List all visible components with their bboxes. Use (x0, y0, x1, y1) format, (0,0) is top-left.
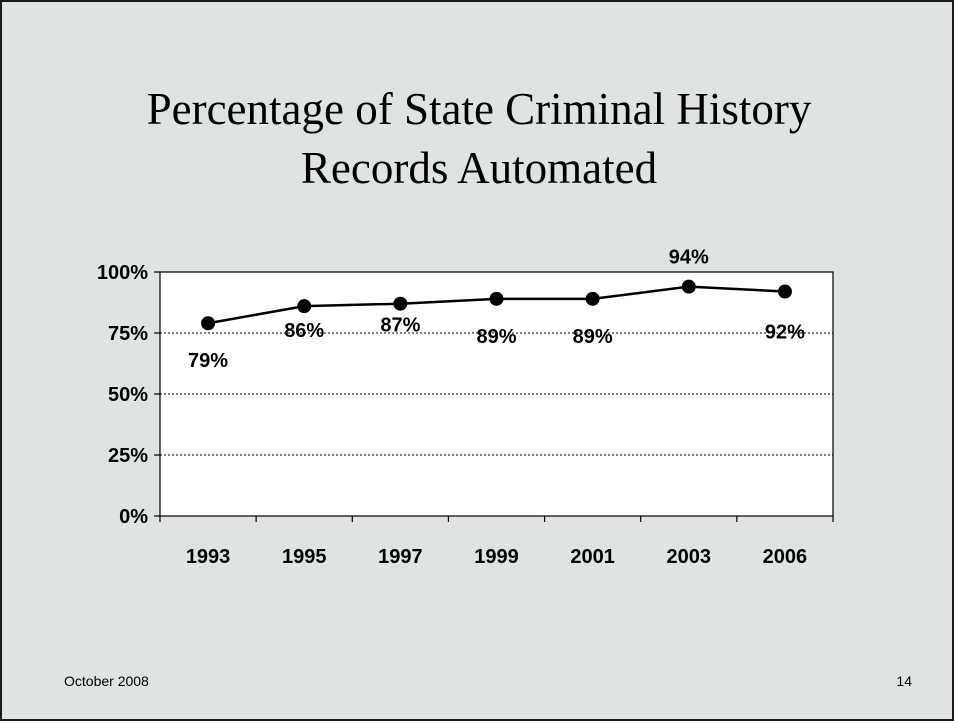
data-label-0: 79% (188, 350, 228, 372)
x-tick-label-2: 1997 (378, 546, 423, 568)
y-tick-label-3: 75% (108, 323, 148, 345)
data-label-6: 92% (765, 322, 805, 344)
data-point-6 (777, 284, 792, 299)
title-line-2: Records Automated (300, 142, 658, 193)
data-point-5 (681, 279, 696, 294)
data-label-3: 89% (476, 326, 516, 348)
x-tick-label-3: 1999 (474, 546, 519, 568)
slide-number: 14 (896, 673, 912, 689)
data-point-2 (393, 296, 408, 311)
footer-date: October 2008 (64, 673, 149, 689)
data-label-1: 86% (284, 320, 324, 342)
data-point-0 (201, 316, 216, 331)
x-tick-label-5: 2003 (667, 546, 712, 568)
y-tick-label-0: 0% (119, 506, 148, 528)
x-tick-label-1: 1995 (282, 546, 327, 568)
data-label-4: 89% (573, 326, 613, 348)
x-tick-label-4: 2001 (570, 546, 615, 568)
data-label-2: 87% (380, 315, 420, 337)
data-label-5: 94% (669, 247, 709, 269)
data-point-4 (585, 291, 600, 306)
y-tick-label-1: 25% (108, 445, 148, 467)
slide-title: Percentage of State Criminal History Rec… (62, 80, 896, 197)
data-point-3 (489, 291, 504, 306)
data-point-1 (297, 299, 312, 314)
y-tick-label-4: 100% (97, 262, 148, 284)
x-tick-label-0: 1993 (186, 546, 231, 568)
x-tick-label-6: 2006 (763, 546, 808, 568)
title-line-1: Percentage of State Criminal History (146, 84, 812, 134)
y-tick-label-2: 50% (108, 384, 148, 406)
